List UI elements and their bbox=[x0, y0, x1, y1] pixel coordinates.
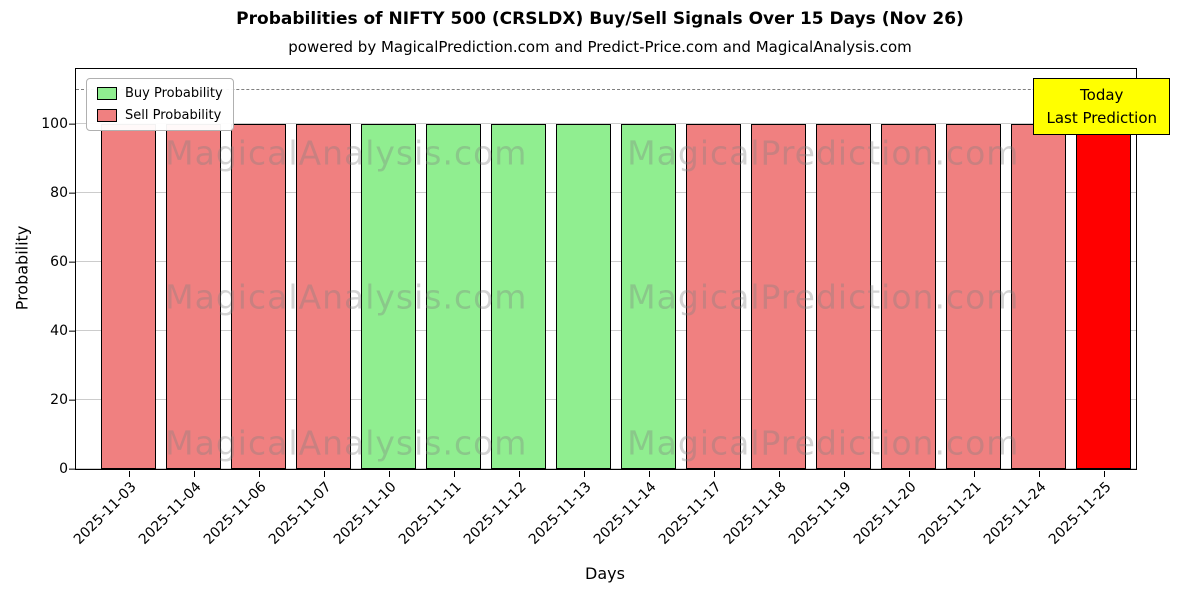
bar-buy bbox=[491, 124, 546, 469]
chart-subtitle: powered by MagicalPrediction.com and Pre… bbox=[288, 38, 912, 56]
x-tick-mark bbox=[713, 471, 715, 477]
bar-slot bbox=[1071, 69, 1136, 469]
bar-slot bbox=[96, 69, 161, 469]
y-tick-label: 40 bbox=[50, 323, 68, 340]
x-tick-mark bbox=[258, 471, 260, 477]
bar-slot bbox=[616, 69, 681, 469]
x-tick-mark bbox=[778, 471, 780, 477]
bar-sell bbox=[881, 124, 936, 469]
x-tick-mark bbox=[648, 471, 650, 477]
bar-slot bbox=[226, 69, 291, 469]
bar-slot bbox=[486, 69, 551, 469]
x-tick-mark bbox=[128, 471, 130, 477]
y-tick-label: 20 bbox=[50, 392, 68, 409]
bar-sell bbox=[1011, 124, 1066, 469]
y-tick-mark bbox=[69, 261, 75, 263]
x-tick-mark bbox=[193, 471, 195, 477]
sell-swatch-icon bbox=[97, 109, 117, 122]
x-axis-label: Days bbox=[585, 564, 625, 583]
y-tick-label: 60 bbox=[50, 254, 68, 271]
legend-label-sell: Sell Probability bbox=[125, 108, 222, 123]
bar-sell bbox=[296, 124, 351, 469]
y-tick-mark bbox=[69, 468, 75, 470]
chart-title: Probabilities of NIFTY 500 (CRSLDX) Buy/… bbox=[236, 9, 964, 29]
legend-item-sell: Sell Probability bbox=[97, 108, 223, 123]
legend: Buy Probability Sell Probability bbox=[86, 78, 234, 131]
x-tick-mark bbox=[843, 471, 845, 477]
legend-item-buy: Buy Probability bbox=[97, 86, 223, 101]
bar-slot bbox=[811, 69, 876, 469]
today-annotation-box: Today Last Prediction bbox=[1033, 78, 1170, 135]
bar-sell bbox=[231, 124, 286, 469]
x-tick-mark bbox=[388, 471, 390, 477]
bar-buy bbox=[621, 124, 676, 469]
bar-slot bbox=[356, 69, 421, 469]
bar-sell bbox=[751, 124, 806, 469]
bar-buy bbox=[556, 124, 611, 469]
bar-slot bbox=[551, 69, 616, 469]
today-annotation-line2: Last Prediction bbox=[1046, 108, 1157, 127]
y-tick-mark bbox=[69, 123, 75, 125]
plot-area: MagicalAnalysis.com MagicalPrediction.com… bbox=[41, 68, 1170, 548]
buy-swatch-icon bbox=[97, 87, 117, 100]
bar-buy bbox=[426, 124, 481, 469]
bar-slot bbox=[421, 69, 486, 469]
bar-buy bbox=[361, 124, 416, 469]
x-tick-mark bbox=[973, 471, 975, 477]
x-tick-mark bbox=[453, 471, 455, 477]
bar-slot bbox=[681, 69, 746, 469]
legend-label-buy: Buy Probability bbox=[125, 86, 223, 101]
bar-sell bbox=[686, 124, 741, 469]
bar-sell bbox=[946, 124, 1001, 469]
y-tick-label: 100 bbox=[41, 116, 68, 133]
x-tick-mark bbox=[908, 471, 910, 477]
bars-layer bbox=[76, 69, 1136, 469]
y-tick-label: 0 bbox=[59, 461, 68, 477]
x-tick-mark bbox=[583, 471, 585, 477]
y-tick-mark bbox=[69, 330, 75, 332]
threshold-dashed-line bbox=[76, 88, 1136, 90]
today-annotation-line1: Today bbox=[1080, 86, 1124, 104]
bar-sell bbox=[816, 124, 871, 469]
x-tick-mark bbox=[323, 471, 325, 477]
bar-slot bbox=[746, 69, 811, 469]
x-tick-mark bbox=[1038, 471, 1040, 477]
bar-slot bbox=[941, 69, 1006, 469]
bar-today bbox=[1076, 124, 1131, 469]
x-tick-mark bbox=[518, 471, 520, 477]
y-tick-mark bbox=[69, 399, 75, 401]
y-tick-mark bbox=[69, 192, 75, 194]
bar-slot bbox=[1006, 69, 1071, 469]
bar-slot bbox=[876, 69, 941, 469]
gridline bbox=[76, 123, 1136, 125]
bar-slot bbox=[291, 69, 356, 469]
bar-sell bbox=[166, 124, 221, 469]
y-tick-label: 80 bbox=[50, 185, 68, 202]
bar-sell bbox=[101, 124, 156, 469]
bar-slot bbox=[161, 69, 226, 469]
x-tick-mark bbox=[1103, 471, 1105, 477]
